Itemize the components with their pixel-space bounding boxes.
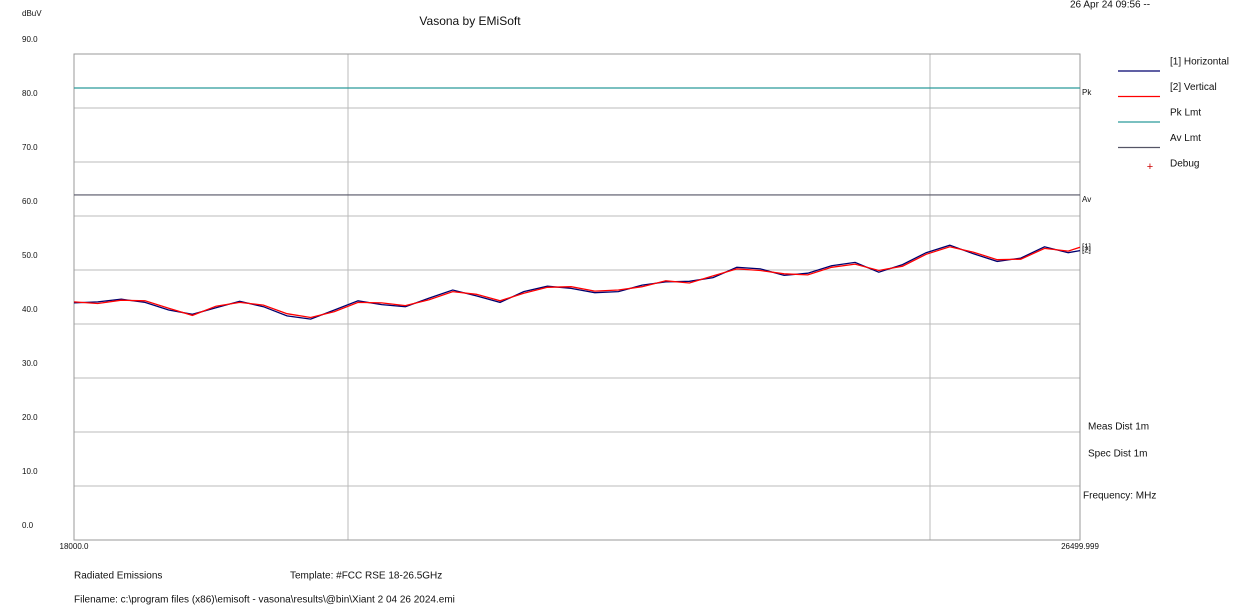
note: Spec Dist 1m [1088,449,1147,460]
note: Frequency: MHz [1083,491,1156,502]
limit-label: Av [1082,195,1091,204]
legend-label: [2] Vertical [1170,82,1217,93]
trace-end-label: [2] [1082,245,1091,254]
trace-end-label: [1] [1082,243,1091,252]
legend-marker: + [1147,161,1153,173]
y-tick-label: 60.0 [22,197,38,206]
footer-template: Template: #FCC RSE 18-26.5GHz [290,571,442,582]
legend-label: Debug [1170,159,1199,170]
y-tick-label: 70.0 [22,143,38,152]
y-tick-label: 90.0 [22,35,38,44]
y-tick-label: 10.0 [22,467,38,476]
x-tick-label: 18000.0 [60,542,89,551]
footer-test: Radiated Emissions [74,571,162,582]
timestamp: 26 Apr 24 09:56 -- [1070,0,1150,11]
footer-filename: Filename: c:\program files (x86)\emisoft… [74,595,455,606]
legend-label: Av Lmt [1170,133,1201,144]
legend-label: [1] Horizontal [1170,57,1229,68]
y-tick-label: 20.0 [22,413,38,422]
x-tick-label: 26499.999 [1061,542,1099,551]
y-tick-label: 40.0 [22,305,38,314]
trace [73,244,1081,320]
legend-label: Pk Lmt [1170,108,1201,119]
y-tick-label: 30.0 [22,359,38,368]
plot-frame [73,53,1081,541]
y-tick-label: 80.0 [22,89,38,98]
chart-title: Vasona by EMiSoft [419,14,521,28]
y-axis-label: dBuV [22,9,42,18]
trace [73,246,1081,319]
note: Meas Dist 1m [1088,422,1149,433]
y-tick-label: 0.0 [22,521,34,530]
limit-label: Pk [1082,88,1092,97]
y-tick-label: 50.0 [22,251,38,260]
